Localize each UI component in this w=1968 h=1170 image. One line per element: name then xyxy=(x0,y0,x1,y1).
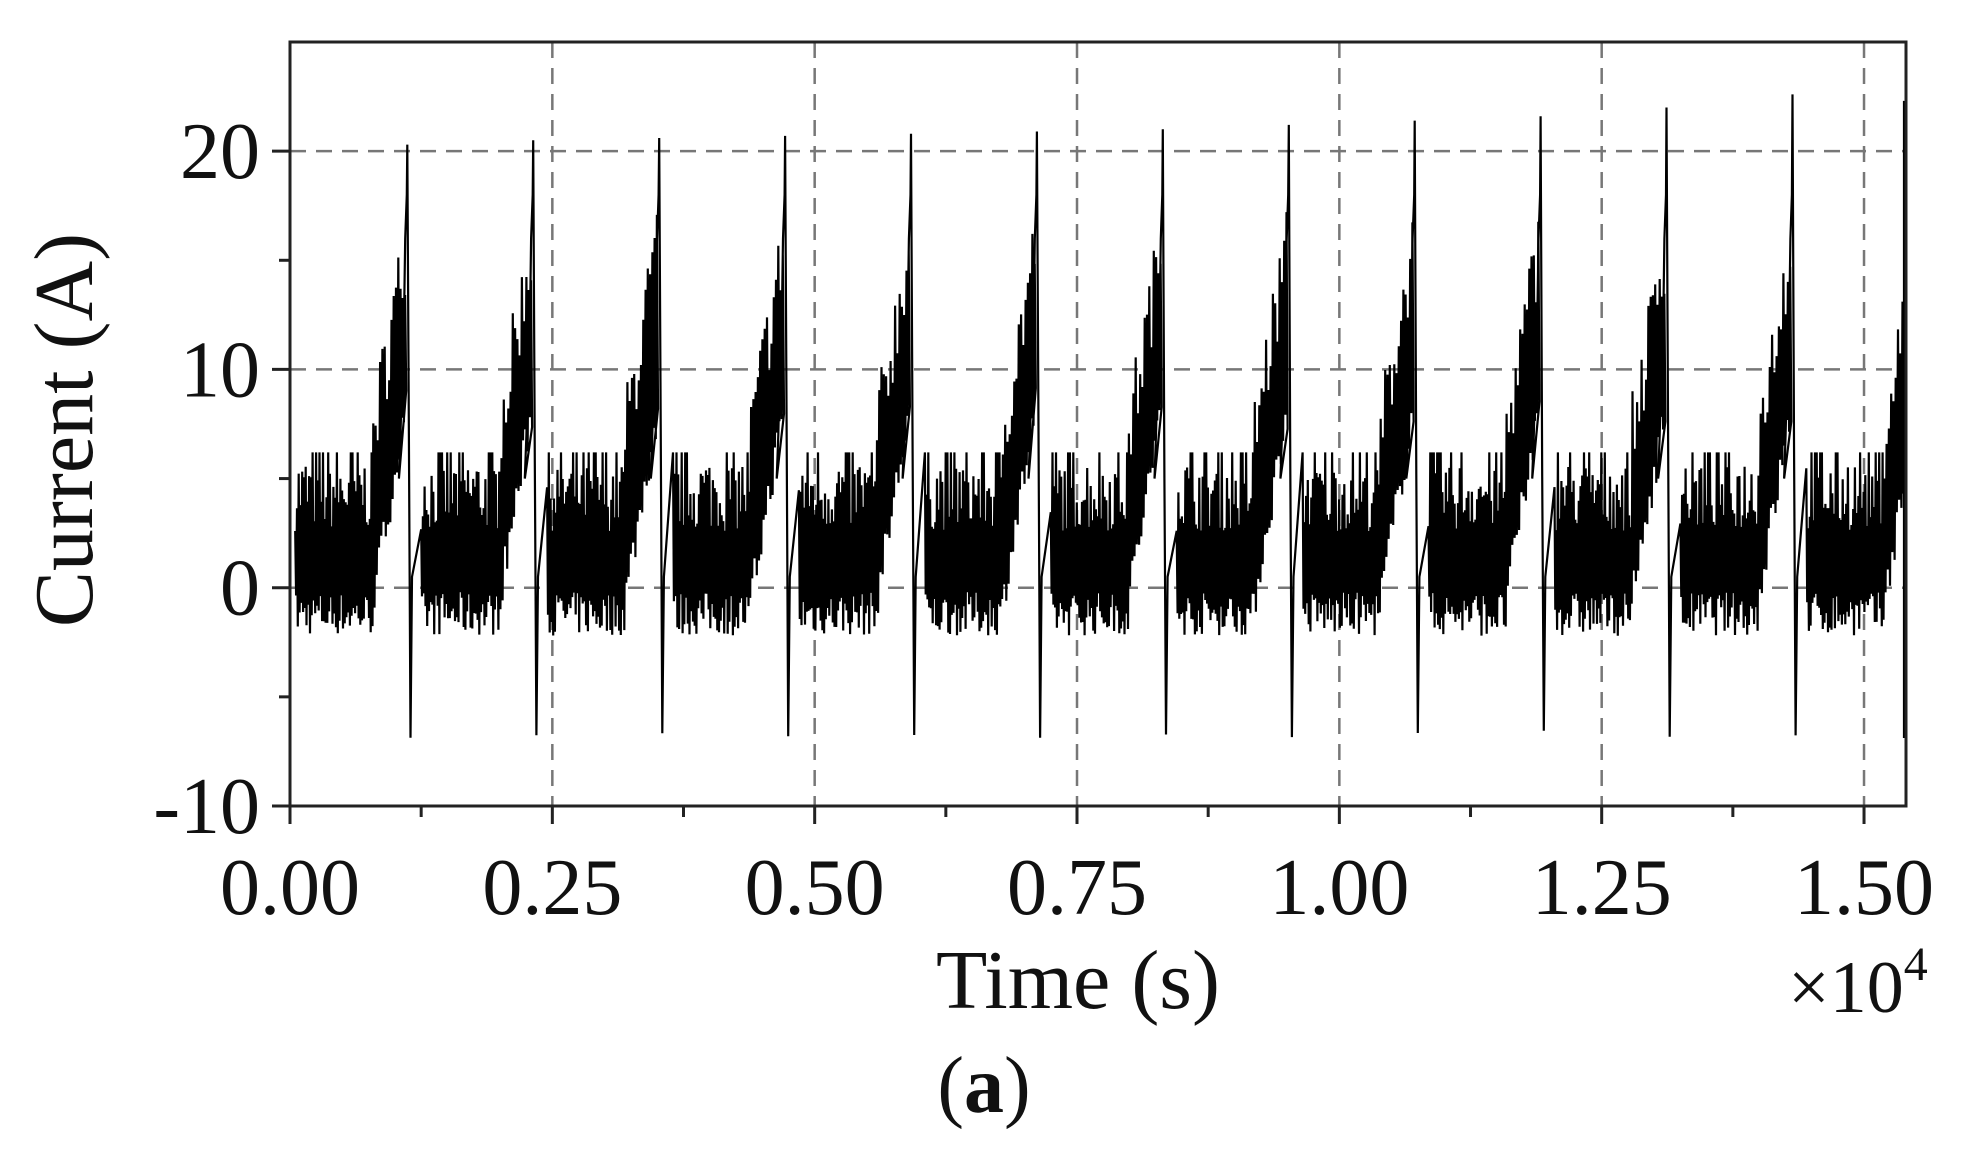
x-axis-title: Time (s) xyxy=(936,934,1220,1027)
x-tick-label-5: 1.25 xyxy=(1532,844,1672,932)
x-tick-label-1: 0.25 xyxy=(482,844,622,932)
x-axis-multiplier: ×104 xyxy=(1788,938,1928,1029)
x-tick-label-2: 0.50 xyxy=(745,844,885,932)
y-axis-title: Current (A) xyxy=(18,233,111,627)
x-axis-ticks: 0.00 0.25 0.50 0.75 1.00 1.25 1.50 xyxy=(220,806,1934,932)
current-series-line xyxy=(294,94,1906,738)
x-axis-multiplier-base: ×10 xyxy=(1788,947,1904,1029)
y-tick-label-3: 20 xyxy=(180,108,260,196)
x-axis-multiplier-exponent: 4 xyxy=(1904,938,1928,991)
caption-open: ( xyxy=(937,1042,964,1130)
x-tick-label-6: 1.50 xyxy=(1794,844,1934,932)
y-axis-ticks: -10 0 10 20 xyxy=(153,108,290,851)
figure-caption: (a) xyxy=(937,1042,1030,1130)
plot-frame xyxy=(288,40,1908,808)
y-tick-label-0: -10 xyxy=(153,763,260,851)
x-tick-label-3: 0.75 xyxy=(1007,844,1147,932)
y-tick-label-1: 0 xyxy=(220,545,260,633)
y-tick-label-2: 10 xyxy=(180,326,260,414)
caption-close: ) xyxy=(1004,1042,1031,1130)
x-tick-label-4: 1.00 xyxy=(1269,844,1409,932)
caption-label: a xyxy=(964,1042,1004,1130)
x-tick-label-0: 0.00 xyxy=(220,844,360,932)
